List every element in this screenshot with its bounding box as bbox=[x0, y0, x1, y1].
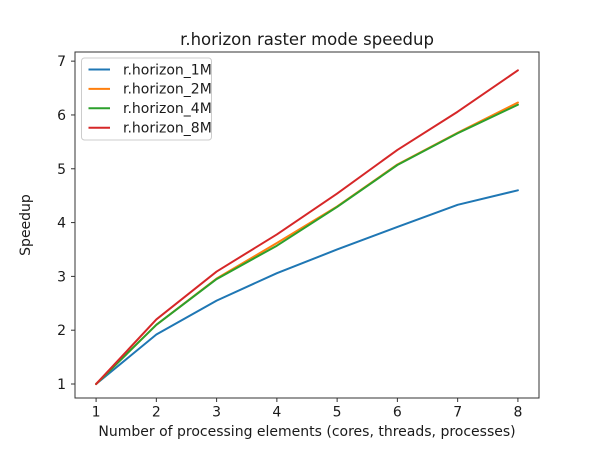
legend-label-r.horizon_1M: r.horizon_1M bbox=[123, 62, 212, 78]
series-line-r.horizon_4M bbox=[95, 103, 519, 386]
y-tick-label: 7 bbox=[57, 54, 66, 70]
x-tick-label: 4 bbox=[272, 405, 281, 421]
legend-label-r.horizon_4M: r.horizon_4M bbox=[123, 101, 212, 117]
x-tick-label: 8 bbox=[513, 405, 522, 421]
series-line-r.horizon_8M bbox=[95, 69, 519, 386]
x-tick-label: 7 bbox=[453, 405, 462, 421]
x-tick-label: 2 bbox=[152, 405, 161, 421]
series-line-r.horizon_1M bbox=[95, 189, 519, 386]
y-tick-label: 5 bbox=[57, 162, 66, 178]
x-axis-label: Number of processing elements (cores, th… bbox=[98, 424, 515, 440]
axes-spines bbox=[74, 51, 540, 399]
legend: r.horizon_1M r.horizon_2M r.horizon_4M r.ho… bbox=[81, 57, 212, 141]
y-tick-label: 3 bbox=[57, 269, 66, 285]
x-tick-label: 5 bbox=[333, 405, 342, 421]
y-tick-label: 1 bbox=[57, 377, 66, 393]
x-tick-label: 1 bbox=[92, 405, 101, 421]
chart-title: r.horizon raster mode speedup bbox=[180, 30, 434, 49]
y-axis-label: Speedup bbox=[18, 194, 34, 256]
legend-label-r.horizon_8M: r.horizon_8M bbox=[123, 121, 212, 137]
legend-box bbox=[81, 57, 212, 141]
y-tick-label: 4 bbox=[57, 216, 66, 232]
legend-label-r.horizon_2M: r.horizon_2M bbox=[123, 82, 212, 98]
y-tick-label: 2 bbox=[57, 323, 66, 339]
y-tick-label: 6 bbox=[57, 108, 66, 124]
x-tick-label: 3 bbox=[212, 405, 221, 421]
x-tick-label: 6 bbox=[393, 405, 402, 421]
